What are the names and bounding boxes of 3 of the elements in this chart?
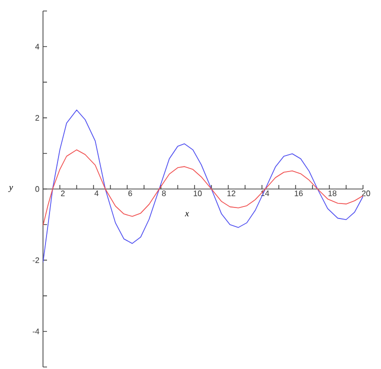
y-axis-title: y <box>8 186 13 192</box>
x-axis-title: x <box>184 212 189 216</box>
line-series <box>43 149 364 226</box>
